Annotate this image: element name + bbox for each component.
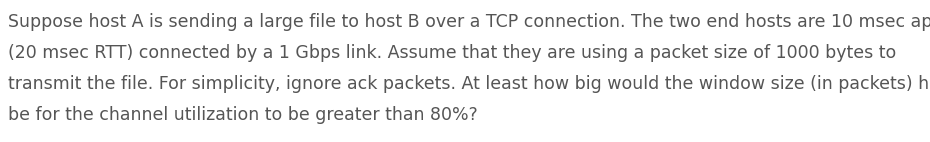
Text: Suppose host A is sending a large file to host B over a TCP connection. The two : Suppose host A is sending a large file t… — [8, 13, 930, 31]
Text: transmit the file. For simplicity, ignore ack packets. At least how big would th: transmit the file. For simplicity, ignor… — [8, 75, 930, 93]
Text: be for the channel utilization to be greater than 80%?: be for the channel utilization to be gre… — [8, 106, 478, 124]
Text: (20 msec RTT) connected by a 1 Gbps link. Assume that they are using a packet si: (20 msec RTT) connected by a 1 Gbps link… — [8, 44, 897, 62]
